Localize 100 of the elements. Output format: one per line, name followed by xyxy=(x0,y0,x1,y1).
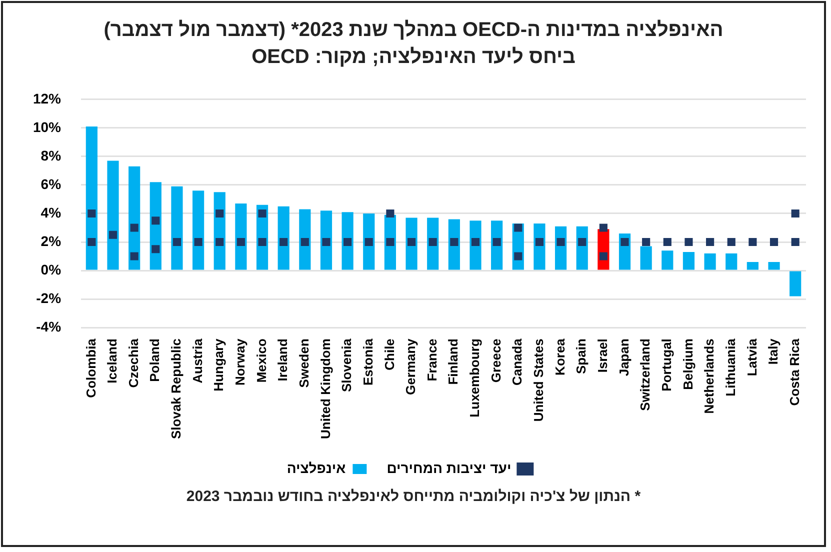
point xyxy=(535,238,544,246)
text: * הנתון של צ'כיה וקולומביה מתייחס לאינפלציה בחודש נובמבר 2023 xyxy=(185,488,642,505)
point xyxy=(152,216,160,225)
y-tick-label: 12% xyxy=(32,90,62,106)
point xyxy=(706,238,714,246)
y-tick-label: 2% xyxy=(40,232,62,249)
point xyxy=(88,209,96,218)
point xyxy=(216,238,224,246)
x-tick-label: Israel xyxy=(595,338,610,373)
x-tick-label: Italy xyxy=(766,338,781,365)
x-tick-label: Hungary xyxy=(211,338,226,392)
bar xyxy=(299,209,311,270)
x-tick-label: United Kingdom xyxy=(318,338,333,439)
point xyxy=(791,209,800,218)
bar xyxy=(768,262,780,270)
x-tick-label: Iceland xyxy=(104,338,120,384)
y-tick-label: 6% xyxy=(40,176,62,192)
x-tick-label: Colombia xyxy=(83,338,98,398)
point xyxy=(386,238,394,246)
point xyxy=(216,209,224,218)
x-tick-label: Luxembourg xyxy=(467,338,482,418)
point xyxy=(642,238,650,246)
x-tick-label: Norway xyxy=(232,338,248,386)
x-tick-label: Spain xyxy=(574,338,589,374)
bar xyxy=(86,126,98,270)
point xyxy=(300,238,309,246)
y-tick-label: 8% xyxy=(40,147,62,164)
bar xyxy=(320,210,332,270)
x-tick-label: Slovenia xyxy=(339,338,354,392)
x-tick-label: Austria xyxy=(190,338,205,384)
x-tick-label: Germany xyxy=(403,338,418,395)
x-tick-label: Ireland xyxy=(275,338,290,382)
y-tick-label: -2% xyxy=(36,290,62,306)
point xyxy=(280,238,288,246)
x-tick-label: Estonia xyxy=(360,338,376,386)
bar xyxy=(278,206,290,270)
x-tick-label: Japan xyxy=(616,338,632,376)
x-tick-label: United States xyxy=(531,338,546,422)
chart-title: האינפלציה במדינות ה-OECD במהלך שנת 2023* (דצמבר מול דצמבר) ביחס ליעד האינפלציה; מקור: OECD xyxy=(102,18,724,70)
point xyxy=(386,209,394,218)
y-tick-label: 0% xyxy=(40,261,62,278)
x-tick-label: Slovak Republic xyxy=(168,338,184,439)
bar xyxy=(192,190,204,270)
point xyxy=(108,230,118,239)
point xyxy=(236,238,245,246)
x-tick-label: Czechia xyxy=(126,338,141,388)
bar xyxy=(790,271,802,296)
x-tick-label: Lithuania xyxy=(722,338,738,396)
point xyxy=(322,238,330,246)
point xyxy=(344,238,352,246)
point xyxy=(556,238,565,246)
point xyxy=(428,238,437,246)
x-tick-label: Latvia xyxy=(744,338,760,376)
x-tick-label: Portugal xyxy=(658,338,674,392)
point xyxy=(663,238,672,246)
point xyxy=(727,238,736,246)
bar xyxy=(235,204,247,270)
y-tick-label: -4% xyxy=(36,318,62,334)
x-tick-label: Sweden xyxy=(296,338,312,388)
bar xyxy=(107,160,119,270)
point xyxy=(770,238,778,246)
x-tick-label: Finland xyxy=(446,338,461,385)
point xyxy=(791,238,800,246)
point xyxy=(514,224,522,232)
x-tick-label: Greece xyxy=(488,338,504,383)
x-tick-label: Mexico xyxy=(254,338,269,383)
x-tick-label: Belgium xyxy=(680,338,696,390)
bar xyxy=(662,250,674,270)
bar xyxy=(171,186,183,270)
point xyxy=(152,245,160,254)
point xyxy=(514,252,522,260)
point xyxy=(172,238,182,246)
point xyxy=(578,238,586,246)
bar xyxy=(640,246,652,270)
point xyxy=(599,224,608,232)
x-tick-label: Poland xyxy=(147,338,162,382)
x-tick-label: Chile xyxy=(382,338,397,370)
legend-label: אינפלציה xyxy=(286,460,346,476)
y-tick-label: 10% xyxy=(32,118,62,135)
point xyxy=(407,238,416,246)
point xyxy=(364,238,373,246)
legend-label: יעד יציבות המחירים xyxy=(386,460,512,476)
point xyxy=(450,238,458,246)
point xyxy=(130,252,138,260)
bar xyxy=(746,262,758,270)
point xyxy=(599,252,608,260)
point xyxy=(492,238,501,246)
point xyxy=(258,209,266,218)
x-tick-label: Netherlands xyxy=(702,338,717,414)
point xyxy=(620,238,629,246)
point xyxy=(471,238,480,246)
y-tick-label: 4% xyxy=(40,204,62,220)
point xyxy=(88,238,96,246)
x-tick-label: Switzerland xyxy=(638,338,653,411)
point xyxy=(130,224,138,232)
point xyxy=(748,238,757,246)
x-tick-label: Canada xyxy=(510,338,525,386)
point xyxy=(194,238,202,246)
bar xyxy=(682,252,695,270)
x-tick-label: Korea xyxy=(552,338,568,376)
